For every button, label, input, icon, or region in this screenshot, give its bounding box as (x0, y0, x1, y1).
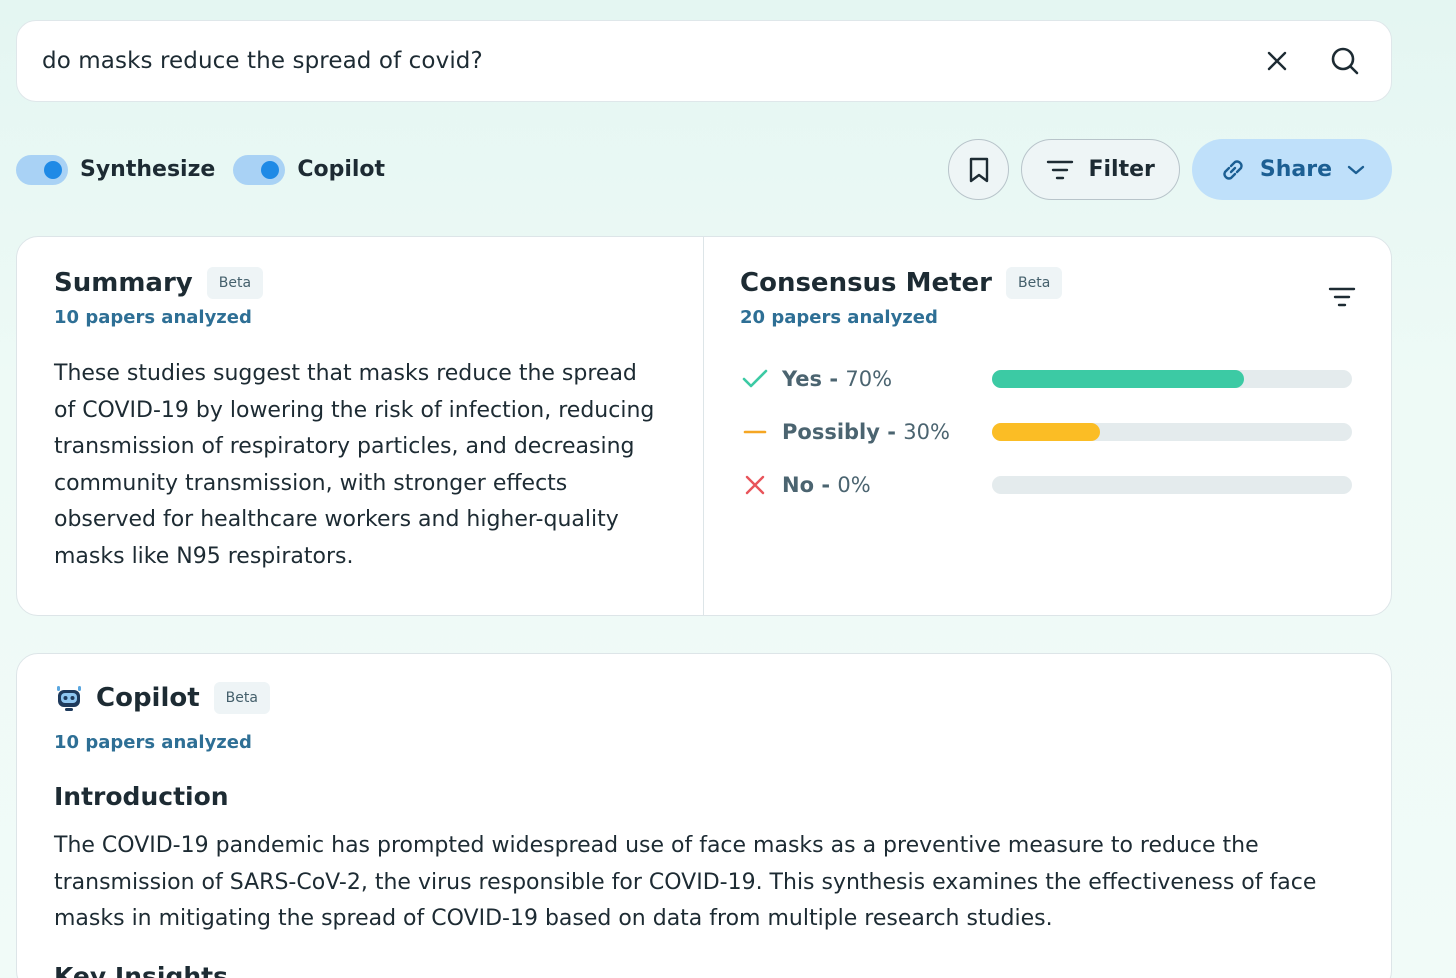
copilot-title: Copilot (96, 683, 200, 713)
robot-icon (57, 686, 81, 711)
share-button[interactable]: Share (1191, 139, 1392, 200)
meter-track (992, 369, 1352, 388)
meter-row-no: No - 0% (740, 458, 1360, 511)
consensus-meter: Yes - 70% Possibly - 30% No - 0% (740, 352, 1360, 511)
close-icon (1267, 51, 1287, 71)
intro-text: The COVID-19 pandemic has prompted wides… (54, 833, 1317, 931)
clear-search-button[interactable] (1255, 39, 1299, 83)
papers-analyzed: 10 papers analyzed (54, 732, 252, 753)
filter-icon (1047, 160, 1074, 179)
summary-pane: Summary Beta 10 papers analyzed These st… (54, 237, 674, 575)
search-bar: do masks reduce the spread of covid? (16, 20, 1392, 102)
summary-title: Summary (54, 268, 193, 298)
beta-badge: Beta (1005, 267, 1063, 299)
copilot-label: Copilot (297, 157, 386, 182)
papers-analyzed: 20 papers analyzed (740, 307, 938, 328)
synthesize-label: Synthesize (80, 157, 216, 182)
check-icon (740, 364, 770, 394)
meter-filter-button[interactable] (1322, 277, 1362, 317)
results-card: Summary Beta 10 papers analyzed These st… (16, 236, 1392, 616)
bookmark-button[interactable] (948, 139, 1010, 200)
meter-fill (992, 369, 1244, 388)
beta-badge: Beta (206, 267, 264, 299)
toggle-knob (261, 160, 280, 179)
filter-button[interactable]: Filter (1021, 139, 1180, 200)
summary-text: These studies suggest that masks reduce … (54, 361, 655, 569)
search-button[interactable] (1323, 39, 1367, 83)
next-section-title: Key Insights (54, 962, 228, 978)
copilot-toggle[interactable]: Copilot (233, 154, 386, 185)
section-title: Introduction (54, 782, 229, 811)
share-label: Share (1259, 157, 1332, 182)
toggle-knob (44, 160, 62, 179)
meter-label: Possibly - 30% (782, 419, 950, 444)
meter-fill (992, 422, 1100, 441)
copilot-card: Copilot Beta 10 papers analyzed Introduc… (16, 653, 1392, 978)
meter-track (992, 422, 1352, 441)
meter-label: Yes - 70% (782, 366, 893, 391)
chevron-down-icon (1347, 165, 1365, 174)
toggle-switch[interactable] (233, 154, 286, 185)
meter-row-possibly: Possibly - 30% (740, 405, 1360, 458)
x-icon (740, 470, 770, 500)
consensus-pane: Consensus Meter Beta 20 papers analyzed … (740, 237, 1360, 511)
filter-label: Filter (1088, 157, 1155, 182)
toggle-switch[interactable] (16, 154, 68, 185)
controls-row: Synthesize Copilot Filter Share (16, 139, 1392, 200)
beta-badge: Beta (213, 682, 270, 714)
bookmark-icon (969, 157, 989, 182)
dash-icon (740, 417, 770, 447)
meter-label: No - 0% (782, 472, 871, 497)
link-icon (1223, 159, 1243, 180)
search-icon (1331, 47, 1359, 75)
synthesize-toggle[interactable]: Synthesize (16, 154, 216, 185)
divider (703, 237, 704, 615)
consensus-title: Consensus Meter (740, 268, 992, 298)
search-input[interactable]: do masks reduce the spread of covid? (42, 48, 483, 74)
papers-analyzed: 10 papers analyzed (54, 307, 252, 328)
meter-track (992, 475, 1352, 494)
meter-row-yes: Yes - 70% (740, 352, 1360, 405)
filter-icon (1328, 287, 1356, 307)
